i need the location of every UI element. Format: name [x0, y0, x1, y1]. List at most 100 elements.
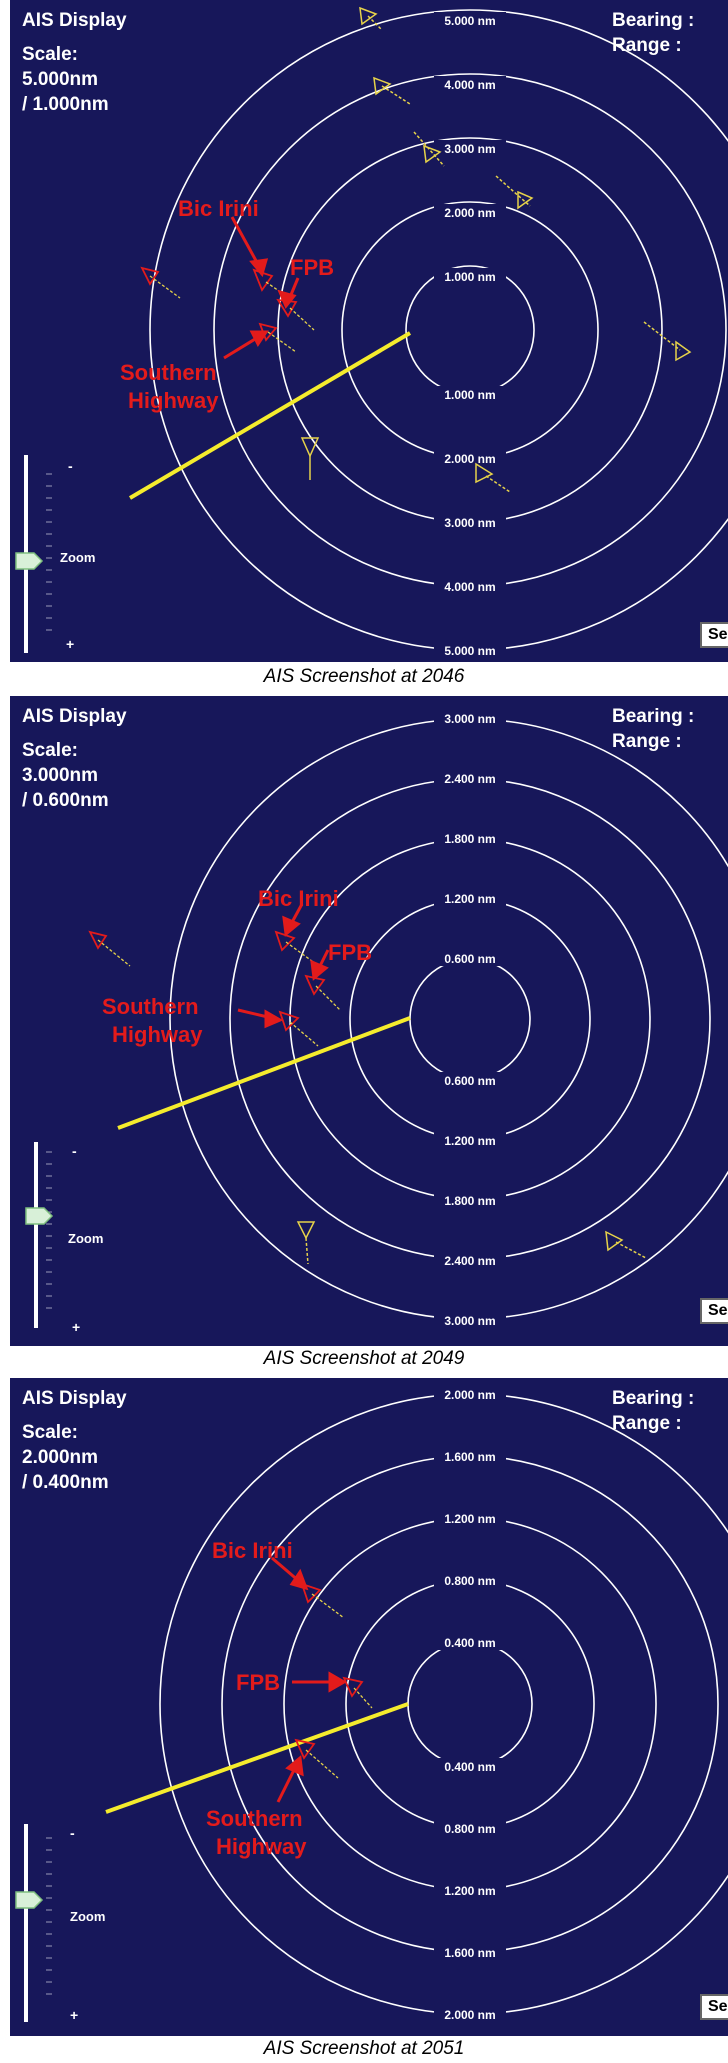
ring-label: 2.400 nm: [444, 772, 495, 786]
range-readout: Range :: [612, 731, 682, 752]
ring-label: 3.000 nm: [444, 516, 495, 530]
range-ring-1: [405, 265, 535, 395]
vessel-target[interactable]: [495, 175, 534, 210]
zoom-slider[interactable]: [15, 1824, 52, 2022]
range-ring-2: [341, 201, 599, 459]
display-title: AIS Display: [22, 10, 127, 31]
ring-label: 1.200 nm: [444, 1134, 495, 1148]
ring-label: 1.200 nm: [444, 892, 495, 906]
ais-panel-2051: 2.000 nm 1.600 nm 1.200 nm 0.800 nm 0.40…: [10, 1378, 728, 2036]
vessel-target-southern-highway[interactable]: [294, 1738, 339, 1779]
zoom-plus-label: +: [70, 2007, 78, 2023]
zoom-plus-label: +: [66, 636, 74, 652]
ring-label: 0.400 nm: [444, 1636, 495, 1650]
vessel-target-fpb[interactable]: [304, 974, 341, 1011]
scale-readout: Scale: 2.000nm / 0.400nm: [22, 1420, 109, 1495]
own-ship-heading-line: [117, 1016, 411, 1130]
slider-handle-icon[interactable]: [15, 1891, 44, 1909]
range-readout: Range :: [612, 35, 682, 56]
range-rings: [159, 1393, 728, 2015]
ring-label: 0.800 nm: [444, 1822, 495, 1836]
vessel-target[interactable]: [296, 1221, 316, 1265]
set-button[interactable]: Se: [700, 622, 728, 648]
annotation-bic-irini: Bic Irini: [212, 1538, 293, 1563]
vessel-target-bic-irini[interactable]: [300, 1582, 345, 1619]
zoom-label: Zoom: [70, 1909, 105, 1924]
range-rings: [169, 718, 728, 1320]
ring-label: 1.600 nm: [444, 1450, 495, 1464]
bearing-readout: Bearing :: [612, 10, 695, 31]
vessel-target-fpb[interactable]: [342, 1676, 373, 1709]
zoom-label: Zoom: [60, 550, 95, 565]
slider-handle-icon[interactable]: [25, 1207, 54, 1225]
ring-label: 2.400 nm: [444, 1254, 495, 1268]
scale-readout: Scale: 5.000nm / 1.000nm: [22, 42, 109, 117]
zoom-slider[interactable]: [25, 1142, 54, 1328]
radar-view[interactable]: 2.000 nm 1.600 nm 1.200 nm 0.800 nm 0.40…: [10, 1378, 728, 2036]
ais-panel-2049: 3.000 nm 2.400 nm 1.800 nm 1.200 nm 0.60…: [10, 696, 728, 1346]
vessel-target[interactable]: [413, 131, 445, 167]
ring-label: 0.600 nm: [444, 952, 495, 966]
zoom-plus-label: +: [72, 1319, 80, 1335]
vessel-target[interactable]: [300, 437, 320, 480]
annotation-southern-highway-2: Highway: [112, 1022, 203, 1047]
vessel-target[interactable]: [605, 1230, 647, 1259]
scale-readout: Scale: 3.000nm / 0.600nm: [22, 738, 109, 813]
ring-label: 2.000 nm: [444, 1388, 495, 1402]
scale-value: 5.000nm: [22, 69, 99, 90]
range-rings: [149, 9, 728, 651]
slider-handle-icon[interactable]: [15, 552, 44, 570]
annotation-southern-highway: Southern: [206, 1806, 303, 1831]
set-button[interactable]: Se: [700, 1994, 728, 2020]
ring-label: 0.400 nm: [444, 1760, 495, 1774]
annotation-southern-highway: Southern: [120, 360, 217, 385]
ring-label: 5.000 nm: [444, 644, 495, 658]
annotation-arrow: [276, 1765, 298, 1803]
ring-label: 1.600 nm: [444, 1946, 495, 1960]
ring-label: 4.000 nm: [444, 78, 495, 92]
ring-label: 4.000 nm: [444, 580, 495, 594]
bearing-readout: Bearing :: [612, 1388, 695, 1409]
scale-value: 2.000nm: [22, 1447, 99, 1468]
ring-label: 2.000 nm: [444, 206, 495, 220]
annotation-arrow: [223, 334, 261, 360]
scale-label: Scale:: [22, 740, 78, 761]
radar-view[interactable]: 3.000 nm 2.400 nm 1.800 nm 1.200 nm 0.60…: [10, 696, 728, 1346]
caption-2049: AIS Screenshot at 2049: [263, 1348, 465, 1369]
display-title: AIS Display: [22, 706, 127, 727]
ring-label: 1.800 nm: [444, 1194, 495, 1208]
range-ring-5: [149, 9, 728, 651]
vessel-target-highlighted[interactable]: [140, 266, 181, 299]
zoom-slider[interactable]: [15, 455, 52, 653]
annotation-fpb: FPB: [236, 1670, 280, 1695]
annotation-southern-highway-2: Highway: [216, 1834, 307, 1859]
ring-label: 0.800 nm: [444, 1574, 495, 1588]
zoom-track: [34, 1142, 38, 1328]
scale-ring-interval: / 0.600nm: [22, 790, 109, 811]
ring-label: 3.000 nm: [444, 1314, 495, 1328]
scale-value: 3.000nm: [22, 765, 99, 786]
vessel-target[interactable]: [373, 76, 411, 105]
set-button[interactable]: Se: [700, 1298, 728, 1324]
vessel-target-southern-highway[interactable]: [278, 1010, 319, 1047]
vessel-target[interactable]: [643, 321, 692, 362]
zoom-minus-label: -: [68, 458, 73, 474]
range-readout: Range :: [612, 1413, 682, 1434]
annotation-fpb: FPB: [290, 255, 334, 280]
ring-label: 1.000 nm: [444, 388, 495, 402]
vessel-target[interactable]: [475, 462, 511, 493]
vessel-target-highlighted[interactable]: [88, 930, 131, 967]
zoom-label: Zoom: [68, 1231, 103, 1246]
ring-label: 1.800 nm: [444, 832, 495, 846]
radar-view[interactable]: 5.000 nm 4.000 nm 3.000 nm 2.000 nm 1.00…: [10, 0, 728, 662]
bearing-readout: Bearing :: [612, 706, 695, 727]
annotation-southern-highway: Southern: [102, 994, 199, 1019]
annotation-fpb: FPB: [328, 940, 372, 965]
own-ship-heading-line: [128, 331, 412, 500]
vessel-target[interactable]: [359, 6, 383, 31]
zoom-minus-label: -: [70, 1825, 75, 1841]
ring-label: 2.000 nm: [444, 2008, 495, 2022]
vessel-target-fpb[interactable]: [276, 298, 315, 331]
scale-label: Scale:: [22, 44, 78, 65]
ring-label: 1.200 nm: [444, 1884, 495, 1898]
